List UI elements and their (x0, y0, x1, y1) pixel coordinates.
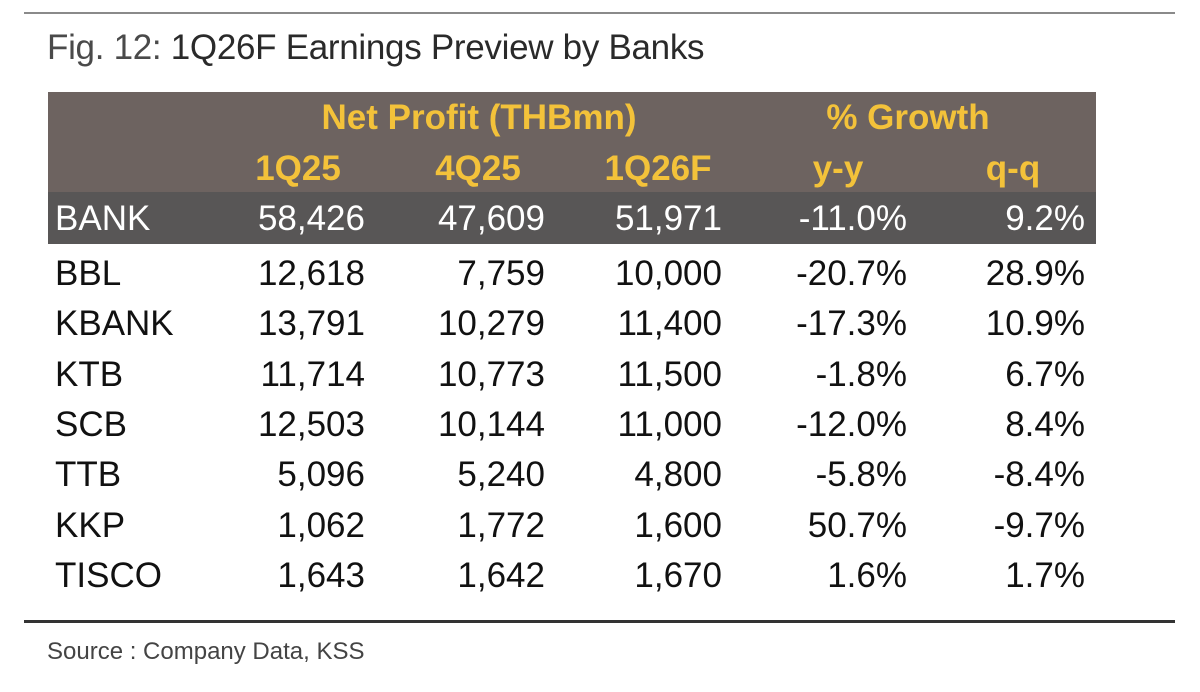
total-row-band (48, 192, 1096, 244)
cell: 5,096 (277, 455, 365, 495)
group-header-growth: % Growth (826, 98, 990, 137)
cell: 11,400 (617, 304, 722, 344)
table-row: KBANK 13,791 10,279 11,400 -17.3% 10.9% (48, 299, 1096, 349)
cell: -9.7% (993, 505, 1085, 545)
cell: 11,500 (617, 354, 722, 394)
total-row: BANK 58,426 47,609 51,971 -11.0% 9.2% (48, 194, 1096, 244)
cell: 1,670 (634, 555, 722, 595)
cell: 1,772 (457, 505, 545, 545)
cell: 10,000 (614, 254, 722, 293)
source-note: Source : Company Data, KSS (47, 638, 365, 665)
cell: 1,642 (457, 555, 545, 595)
column-header: 1Q26F (604, 149, 712, 188)
figure-number: Fig. 12: (47, 28, 162, 67)
top-rule (24, 12, 1175, 14)
cell: 11,714 (260, 354, 365, 394)
figure-title: Fig. 12: 1Q26F Earnings Preview by Banks (47, 28, 705, 68)
table-header-band (48, 92, 1096, 192)
cell: -8.4% (993, 455, 1085, 495)
table-row: SCB 12,503 10,144 11,000 -12.0% 8.4% (48, 400, 1096, 450)
cell: 8.4% (1005, 404, 1085, 444)
cell: 1,062 (277, 505, 365, 545)
cell: 1.6% (827, 555, 907, 595)
cell: 10,773 (437, 354, 545, 394)
cell: 6.7% (1005, 354, 1085, 394)
cell: 1.7% (1005, 555, 1085, 595)
cell: 12,503 (257, 404, 365, 444)
table-row: BBL 12,618 7,759 10,000 -20.7% 28.9% (48, 249, 1096, 299)
cell: -1.8% (815, 354, 907, 394)
row-label: TISCO (55, 555, 162, 595)
bottom-rule (24, 620, 1175, 623)
cell: -5.8% (815, 455, 907, 495)
cell: 10.9% (985, 304, 1085, 344)
row-label: BANK (55, 199, 151, 238)
group-header-net-profit: Net Profit (THBmn) (321, 98, 637, 137)
cell: 9.2% (1005, 199, 1085, 238)
row-label: KTB (55, 354, 124, 394)
figure-title-text: 1Q26F Earnings Preview by Banks (170, 28, 705, 67)
table-row: KKP 1,062 1,772 1,600 50.7% -9.7% (48, 501, 1096, 551)
cell: 58,426 (257, 199, 365, 238)
cell: 10,144 (437, 404, 545, 444)
column-header: 1Q25 (255, 149, 341, 188)
row-label: TTB (55, 455, 122, 495)
cell: -20.7% (796, 254, 907, 293)
cell: -11.0% (798, 199, 907, 238)
cell: 47,609 (437, 199, 545, 238)
row-label: SCB (55, 404, 127, 444)
column-header: y-y (812, 149, 864, 188)
table-row: TTB 5,096 5,240 4,800 -5.8% -8.4% (48, 450, 1096, 500)
row-label: KBANK (55, 304, 174, 344)
table-row: KTB 11,714 10,773 11,500 -1.8% 6.7% (48, 350, 1096, 400)
cell: -17.3% (796, 304, 907, 344)
row-label: KKP (55, 505, 126, 545)
cell: 28.9% (985, 254, 1085, 293)
cell: 51,971 (614, 199, 722, 238)
cell: 1,600 (634, 505, 722, 545)
column-header: q-q (985, 149, 1041, 188)
cell: 1,643 (277, 555, 365, 595)
cell: 12,618 (257, 254, 365, 293)
column-header: 4Q25 (435, 149, 521, 188)
cell: 4,800 (634, 455, 722, 495)
cell: 11,000 (617, 404, 722, 444)
cell: 10,279 (437, 304, 545, 344)
cell: 50.7% (807, 505, 907, 545)
cell: -12.0% (796, 404, 907, 444)
cell: 13,791 (257, 304, 365, 344)
group-header-row: Net Profit (THBmn) % Growth (48, 93, 1096, 143)
row-label: BBL (55, 254, 122, 293)
cell: 7,759 (457, 254, 545, 293)
table-row: TISCO 1,643 1,642 1,670 1.6% 1.7% (48, 551, 1096, 601)
cell: 5,240 (457, 455, 545, 495)
column-header-row: 1Q25 4Q25 1Q26F y-y q-q (48, 144, 1096, 194)
